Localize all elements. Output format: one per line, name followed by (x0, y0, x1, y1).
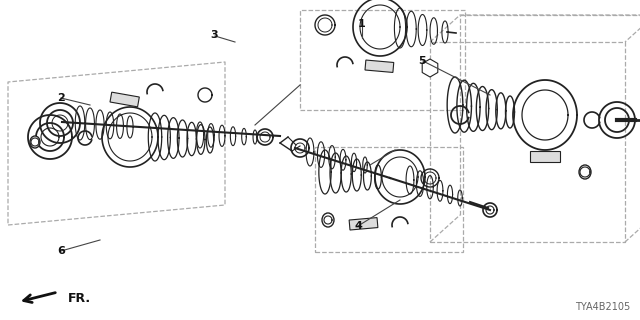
Text: 4: 4 (355, 220, 362, 231)
Text: 2: 2 (57, 92, 65, 103)
FancyArrowPatch shape (24, 293, 55, 302)
Text: 6: 6 (57, 246, 65, 256)
Bar (315, 147, 463, 252)
Text: TYA4B2105: TYA4B2105 (575, 302, 630, 312)
Bar (530, 151, 560, 162)
Text: 5: 5 (419, 56, 426, 66)
Ellipse shape (579, 165, 591, 179)
Bar (365, 60, 394, 72)
Ellipse shape (322, 213, 334, 227)
Text: 3: 3 (211, 30, 218, 40)
Bar (110, 92, 140, 107)
Text: FR.: FR. (68, 292, 91, 305)
Bar (300, 10, 465, 110)
Bar (349, 218, 378, 230)
Ellipse shape (30, 136, 40, 148)
Text: 1: 1 (358, 19, 365, 29)
